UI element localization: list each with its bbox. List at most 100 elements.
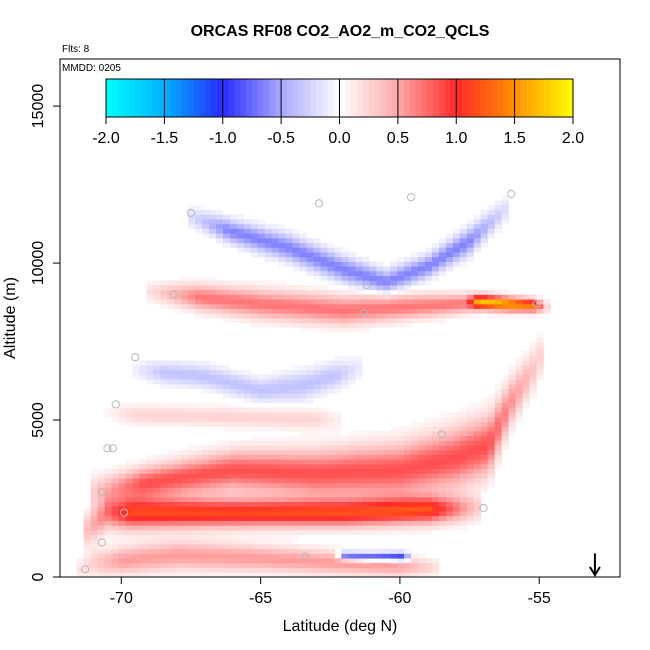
heat-cell bbox=[466, 487, 475, 493]
heat-cell bbox=[327, 431, 335, 437]
heat-cell bbox=[313, 237, 321, 244]
heat-cell bbox=[459, 459, 468, 465]
heat-cell bbox=[243, 473, 252, 479]
heat-cell bbox=[494, 308, 502, 314]
heat-cell bbox=[222, 515, 231, 521]
heat-cell bbox=[160, 468, 168, 474]
heat-cell bbox=[188, 534, 196, 540]
heat-cell bbox=[174, 459, 182, 465]
heat-cell bbox=[536, 299, 544, 305]
heat-cell bbox=[160, 473, 168, 479]
heat-cell bbox=[278, 294, 287, 300]
heat-cell bbox=[195, 313, 203, 319]
heat-cell bbox=[264, 294, 273, 300]
heat-cell bbox=[522, 388, 530, 394]
heat-cell bbox=[271, 247, 280, 253]
heat-cell bbox=[167, 294, 175, 300]
heat-cell bbox=[167, 412, 175, 418]
heat-cell bbox=[487, 463, 496, 470]
heat-cell bbox=[167, 525, 175, 531]
heat-cell bbox=[188, 294, 196, 300]
heat-cell bbox=[418, 270, 426, 277]
heat-cell bbox=[97, 515, 105, 521]
heat-cell bbox=[320, 445, 328, 451]
heat-cell bbox=[216, 482, 224, 488]
colorbar: -2.0 -1.5 -1.0 -0.5 0.0 0.5 1.0 1.5 2.0 bbox=[92, 78, 584, 147]
heat-cell bbox=[132, 360, 140, 366]
heat-cell bbox=[216, 506, 224, 512]
heat-cell bbox=[362, 327, 370, 333]
heat-cell bbox=[397, 261, 405, 267]
heat-cell bbox=[285, 501, 294, 507]
heat-cell bbox=[216, 511, 224, 517]
heat-cell bbox=[146, 379, 154, 385]
heat-cell bbox=[459, 299, 468, 305]
heat-cell bbox=[355, 492, 363, 498]
heat-cell bbox=[411, 270, 419, 277]
heat-cell bbox=[383, 520, 391, 526]
heat-cell bbox=[411, 308, 419, 314]
heat-cell bbox=[146, 534, 154, 540]
heat-cell bbox=[236, 379, 245, 385]
heat-cell bbox=[292, 365, 301, 371]
heat-cell bbox=[216, 285, 224, 291]
heat-cell bbox=[264, 237, 273, 244]
heat-cell bbox=[264, 478, 273, 484]
heat-cell bbox=[459, 440, 468, 446]
heat-cell bbox=[418, 572, 426, 578]
heat-cell bbox=[195, 303, 203, 309]
heat-cell bbox=[320, 388, 328, 394]
heat-cell bbox=[202, 468, 210, 474]
heat-cell bbox=[404, 431, 412, 437]
heat-cell bbox=[501, 383, 509, 390]
heat-cell bbox=[418, 261, 426, 267]
heat-cell bbox=[209, 473, 217, 479]
heat-cell bbox=[383, 322, 391, 328]
heat-cell bbox=[306, 440, 314, 446]
heat-cell bbox=[390, 558, 398, 564]
heat-cell bbox=[445, 431, 454, 437]
heat-cell bbox=[424, 252, 433, 258]
heat-cell bbox=[341, 435, 349, 441]
heat-cell bbox=[355, 562, 363, 568]
heat-cell bbox=[459, 463, 468, 470]
heat-cell bbox=[529, 341, 537, 347]
heat-cell bbox=[369, 463, 377, 470]
colorbar-segment bbox=[216, 79, 224, 117]
heat-cell bbox=[313, 313, 321, 319]
heat-cell bbox=[348, 473, 356, 479]
colorbar-segment bbox=[555, 79, 562, 117]
heat-cell bbox=[292, 313, 301, 319]
heat-cell bbox=[167, 421, 175, 427]
heat-cell bbox=[299, 247, 307, 253]
heat-cell bbox=[320, 299, 328, 305]
heat-cell bbox=[522, 369, 530, 375]
heat-cell bbox=[229, 468, 238, 474]
heat-cell bbox=[348, 303, 356, 309]
colorbar-segment bbox=[152, 79, 159, 117]
heat-cell bbox=[515, 402, 523, 408]
heat-cell bbox=[438, 237, 447, 244]
heat-cell bbox=[341, 468, 349, 474]
heat-cell bbox=[83, 553, 92, 559]
heat-cell bbox=[229, 285, 238, 291]
heat-cell bbox=[104, 525, 112, 531]
heat-cell bbox=[278, 252, 287, 258]
heat-cell bbox=[320, 407, 328, 413]
heat-cell bbox=[306, 496, 314, 503]
heat-cell bbox=[390, 501, 398, 507]
heat-cell bbox=[473, 407, 482, 413]
heat-cell bbox=[264, 454, 273, 460]
heat-cell bbox=[174, 412, 182, 418]
heat-cell bbox=[118, 496, 126, 503]
heat-cell bbox=[473, 487, 482, 493]
heat-cell bbox=[292, 544, 301, 550]
heat-cell bbox=[480, 242, 489, 248]
heat-cell bbox=[132, 562, 140, 568]
heat-cell bbox=[362, 501, 370, 507]
heat-cell bbox=[209, 294, 217, 300]
heat-cell bbox=[501, 200, 509, 206]
heat-cell bbox=[250, 558, 259, 564]
heat-cell bbox=[125, 525, 133, 531]
heatmap-cells bbox=[76, 195, 551, 578]
